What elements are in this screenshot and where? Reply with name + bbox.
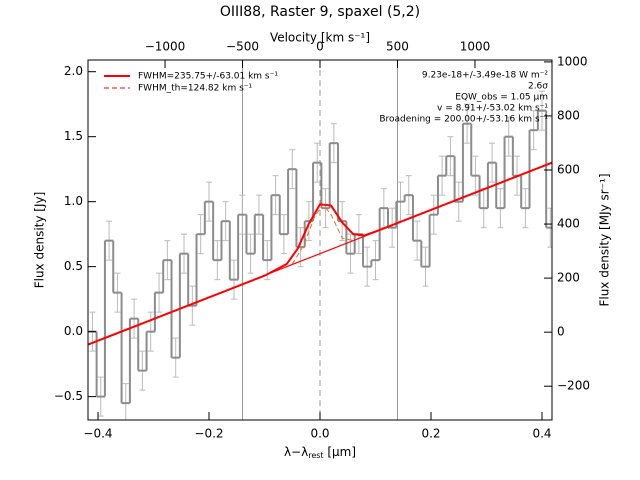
annotation: 9.23e-18+/-3.49e-18 W m⁻² [422,71,549,81]
x2-tick-label: 0 [316,40,324,54]
y-tick-label: 0.5 [64,259,83,273]
x2-tick-label: −500 [226,40,259,54]
y2-tick-label: 400 [557,217,580,231]
legend-label: FWHM=235.75+/-63.01 km s⁻¹ [138,72,278,82]
x2-axis-label: Velocity [km s⁻¹] [270,31,370,45]
legend-label: FWHM_th=124.82 km s⁻¹ [138,84,253,94]
y2-tick-label: 800 [557,108,580,122]
annotation: Broadening = 200.00+/-53.16 km s⁻¹ [379,115,548,125]
x2-tick-label: 1000 [460,40,491,54]
annotation: 2.6σ [528,82,548,92]
x-tick-label: −0.4 [83,427,112,441]
x-tick-label: 0.2 [421,427,440,441]
x-tick-label: 0.4 [532,427,551,441]
x-label-main: λ−λ [284,445,308,459]
x-tick-label: −0.2 [194,427,223,441]
y-tick-label: 2.0 [64,64,83,78]
x2-tick-label: −1000 [145,40,186,54]
y2-tick-label: −200 [557,379,590,393]
y2-tick-label: 0 [557,325,565,339]
x2-tick-label: 500 [386,40,409,54]
y-axis-label: Flux density [Jy] [33,192,47,289]
y2-tick-label: 200 [557,271,580,285]
y2-axis-label: Flux density [MJy sr⁻¹] [598,173,612,306]
chart-title: OIII88, Raster 9, spaxel (5,2) [220,4,420,20]
annotation: EQW_obs = 1.05 μm [455,93,548,103]
x-axis-label: λ−λrest [μm] [284,445,356,460]
y-tick-label: 0.0 [64,324,83,338]
y-tick-label: 1.0 [64,194,83,208]
x-label-sub: rest [308,451,323,460]
x-label-unit: [μm] [324,445,357,459]
y2-tick-label: 1000 [557,54,588,68]
fit-line [88,161,552,346]
y-tick-label: −0.5 [54,389,83,403]
y-tick-label: 1.5 [64,129,83,143]
annotation: v = 8.91+/-53.02 km s⁻¹ [437,104,548,114]
y2-tick-label: 600 [557,163,580,177]
x-tick-label: 0.0 [310,427,329,441]
